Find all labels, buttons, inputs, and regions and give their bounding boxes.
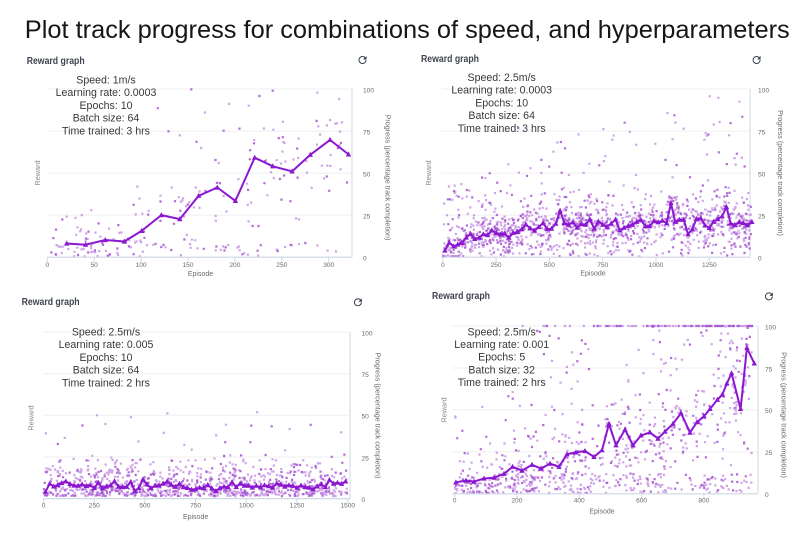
svg-text:Episode: Episode <box>589 509 614 516</box>
svg-text:Episode: Episode <box>580 271 605 278</box>
svg-text:1250: 1250 <box>290 502 305 509</box>
svg-text:Progress (percentage track com: Progress (percentage track completion) <box>374 353 383 479</box>
svg-text:Time trained: 3 hrs: Time trained: 3 hrs <box>458 123 546 135</box>
svg-text:250: 250 <box>491 262 502 269</box>
svg-text:500: 500 <box>139 502 150 509</box>
svg-text:Epochs: 5: Epochs: 5 <box>478 352 525 364</box>
svg-text:50: 50 <box>765 408 773 415</box>
svg-text:Progress (percentage track com: Progress (percentage track completion) <box>384 115 393 241</box>
svg-text:100: 100 <box>363 87 374 94</box>
svg-text:50: 50 <box>91 262 99 269</box>
svg-text:25: 25 <box>362 455 370 462</box>
svg-text:750: 750 <box>597 262 608 269</box>
svg-text:25: 25 <box>758 213 766 220</box>
svg-text:1000: 1000 <box>649 262 664 269</box>
svg-text:0: 0 <box>441 262 445 269</box>
svg-text:0: 0 <box>362 497 366 504</box>
svg-text:Reward graph: Reward graph <box>27 56 85 67</box>
svg-text:Reward: Reward <box>424 160 433 185</box>
svg-text:Speed: 2.5m/s: Speed: 2.5m/s <box>468 327 536 339</box>
svg-text:Time trained: 2 hrs: Time trained: 2 hrs <box>458 377 546 389</box>
svg-text:1000: 1000 <box>239 502 254 509</box>
svg-text:Reward: Reward <box>440 397 449 422</box>
svg-text:75: 75 <box>363 129 371 136</box>
svg-text:Batch size: 64: Batch size: 64 <box>73 113 140 125</box>
svg-text:600: 600 <box>636 498 647 505</box>
svg-text:75: 75 <box>758 129 766 136</box>
svg-text:100: 100 <box>765 324 776 331</box>
svg-text:1250: 1250 <box>702 262 717 269</box>
svg-text:75: 75 <box>362 372 370 379</box>
svg-text:0: 0 <box>45 262 49 269</box>
svg-text:Progress (percentage track com: Progress (percentage track completion) <box>780 352 789 478</box>
svg-text:25: 25 <box>765 450 773 457</box>
svg-text:Learning rate: 0.0003: Learning rate: 0.0003 <box>451 85 552 97</box>
svg-text:Progress (percentage track com: Progress (percentage track completion) <box>776 110 785 236</box>
svg-text:Reward: Reward <box>27 405 36 430</box>
svg-text:0: 0 <box>758 256 762 263</box>
svg-text:0: 0 <box>363 256 367 263</box>
svg-text:100: 100 <box>136 262 147 269</box>
svg-text:Plot track progress for combin: Plot track progress for combinations of … <box>25 16 790 44</box>
svg-text:75: 75 <box>765 366 773 373</box>
svg-text:0: 0 <box>453 498 457 505</box>
svg-text:Epochs: 10: Epochs: 10 <box>475 97 528 109</box>
svg-text:Batch size: 32: Batch size: 32 <box>468 364 535 376</box>
svg-text:50: 50 <box>758 171 766 178</box>
svg-text:150: 150 <box>182 262 193 269</box>
svg-text:800: 800 <box>698 498 709 505</box>
svg-text:750: 750 <box>190 502 201 509</box>
svg-text:1500: 1500 <box>340 502 355 509</box>
svg-text:25: 25 <box>363 213 371 220</box>
svg-text:Batch size: 64: Batch size: 64 <box>468 110 535 122</box>
svg-text:100: 100 <box>362 330 373 337</box>
svg-text:Speed: 2.5m/s: Speed: 2.5m/s <box>72 326 140 338</box>
svg-text:Epochs: 10: Epochs: 10 <box>79 352 132 364</box>
svg-text:0: 0 <box>42 502 46 509</box>
svg-text:Time trained: 2 hrs: Time trained: 2 hrs <box>62 377 150 389</box>
svg-text:Speed: 1m/s: Speed: 1m/s <box>76 74 135 86</box>
svg-text:Learning rate: 0.001: Learning rate: 0.001 <box>454 339 549 351</box>
svg-text:Reward graph: Reward graph <box>432 291 490 302</box>
svg-text:200: 200 <box>511 498 522 505</box>
svg-text:Batch size: 64: Batch size: 64 <box>73 365 140 377</box>
svg-text:400: 400 <box>574 498 585 505</box>
svg-text:Reward graph: Reward graph <box>22 297 80 308</box>
svg-text:50: 50 <box>362 414 370 421</box>
svg-text:500: 500 <box>544 262 555 269</box>
svg-text:0: 0 <box>765 492 769 499</box>
svg-text:Time trained: 3 hrs: Time trained: 3 hrs <box>62 125 150 137</box>
svg-text:Episode: Episode <box>188 271 213 278</box>
svg-text:Learning rate: 0.005: Learning rate: 0.005 <box>59 339 154 351</box>
svg-text:250: 250 <box>276 262 287 269</box>
svg-text:200: 200 <box>229 262 240 269</box>
svg-text:Speed: 2.5m/s: Speed: 2.5m/s <box>468 72 536 84</box>
svg-text:Epochs: 10: Epochs: 10 <box>79 100 132 112</box>
svg-text:100: 100 <box>758 87 769 94</box>
svg-text:Reward: Reward <box>33 160 42 185</box>
svg-text:Learning rate: 0.0003: Learning rate: 0.0003 <box>56 87 157 99</box>
svg-text:250: 250 <box>89 502 100 509</box>
svg-text:Episode: Episode <box>183 514 208 521</box>
svg-text:300: 300 <box>323 262 334 269</box>
svg-text:Reward graph: Reward graph <box>421 54 479 65</box>
svg-text:50: 50 <box>363 171 371 178</box>
